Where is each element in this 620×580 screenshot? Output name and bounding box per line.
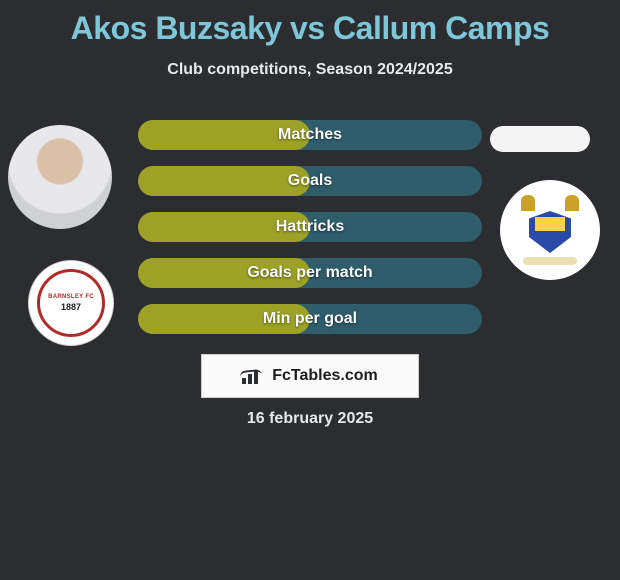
- metric-bar-left: [138, 258, 310, 288]
- crest-supporter-left: [521, 195, 535, 211]
- fctables-icon: [242, 368, 264, 384]
- metric-bar-left: [138, 212, 310, 242]
- player-left-avatar: [8, 125, 112, 229]
- club-right-badge: [500, 180, 600, 280]
- site-attribution[interactable]: FcTables.com: [201, 354, 419, 398]
- metric-row: 904Min per goal: [138, 304, 482, 334]
- club-left-name: BARNSLEY FC: [48, 294, 94, 300]
- metric-rows: 17Matches 2Goals 0Hattricks 0.12Goals per m…: [138, 120, 482, 350]
- metric-row: 0.12Goals per match: [138, 258, 482, 288]
- club-right-crest: [515, 195, 585, 265]
- metric-row: 17Matches: [138, 120, 482, 150]
- subtitle: Club competitions, Season 2024/2025: [0, 61, 620, 79]
- metric-bar-left: [138, 166, 310, 196]
- metric-bar-left: [138, 120, 310, 150]
- page-title: Akos Buzsaky vs Callum Camps: [0, 0, 620, 47]
- crest-supporter-right: [565, 195, 579, 211]
- metric-row: 2Goals: [138, 166, 482, 196]
- club-left-badge: BARNSLEY FC 1887: [28, 260, 114, 346]
- update-date: 16 february 2025: [0, 410, 620, 428]
- player-right-avatar: [490, 126, 590, 152]
- crest-scroll: [523, 257, 577, 265]
- crest-shield: [529, 211, 571, 253]
- club-left-year: 1887: [61, 302, 81, 312]
- club-left-crest: BARNSLEY FC 1887: [37, 269, 105, 337]
- metric-row: 0Hattricks: [138, 212, 482, 242]
- site-name: FcTables.com: [272, 367, 378, 385]
- metric-bar-left: [138, 304, 310, 334]
- comparison-card: Akos Buzsaky vs Callum Camps Club compet…: [0, 0, 620, 580]
